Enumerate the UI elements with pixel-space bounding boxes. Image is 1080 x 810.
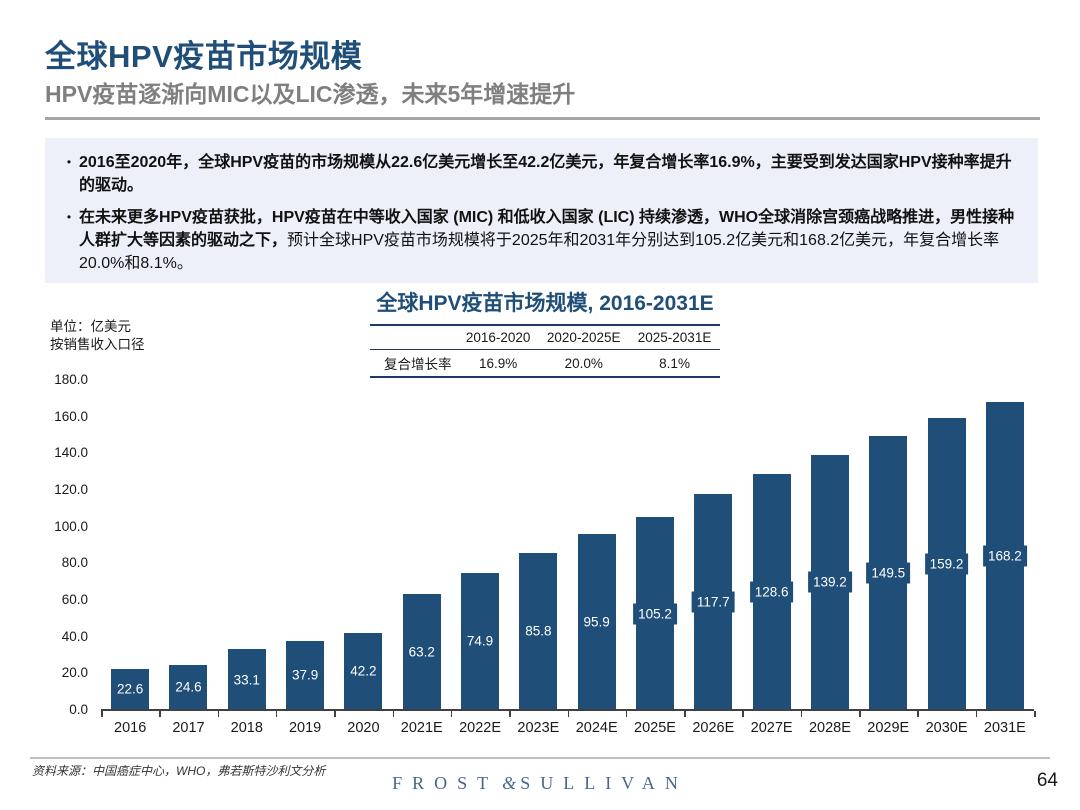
axis-tick (392, 711, 395, 717)
y-axis-label: 80.0 (61, 555, 88, 571)
axis-tick (509, 711, 511, 717)
x-axis-label: 2018 (230, 720, 263, 736)
page-title: 全球HPV疫苗市场规模 (45, 39, 363, 74)
x-axis-label: 2019 (288, 720, 322, 736)
cagr-value: 16.9% (479, 355, 518, 371)
bullet-text: 在未来更多HPV疫苗获批，HPV疫苗在中等收入国家 (MIC) 和低收入国家 (… (79, 206, 1022, 275)
axis-tick (217, 711, 220, 717)
y-axis-label: 20.0 (61, 665, 88, 681)
bar-value-label: 168.2 (982, 545, 1027, 567)
y-axis-label: 140.0 (54, 445, 88, 461)
bar-value-label: 105.2 (633, 603, 677, 625)
bar-value-label: 33.1 (228, 669, 265, 691)
bullet-text-bold: 在未来更多HPV疫苗获批，HPV疫苗在中等收入国家 (MIC) 和低收入国家 (… (79, 209, 1015, 249)
bullet-item: • 在未来更多HPV疫苗获批，HPV疫苗在中等收入国家 (MIC) 和低收入国家… (59, 206, 1022, 275)
cagr-table-col-header: 2025-2031E (637, 330, 712, 345)
axis-tick (567, 711, 569, 717)
footer-divider (30, 757, 1050, 759)
cagr-row-label: 复合增长率 (384, 357, 452, 372)
x-axis-label: 2025E (634, 720, 676, 736)
bullet-text-bold: 2016至2020年，全球HPV疫苗的市场规模从22.6亿美元增长至42.2亿美… (79, 154, 1012, 194)
x-axis-line (101, 709, 1034, 711)
bullet-text: 2016至2020年，全球HPV疫苗的市场规模从22.6亿美元增长至42.2亿美… (79, 151, 1022, 197)
slide-header: 全球HPV疫苗市场规模 HPV疫苗逐渐向MIC以及LIC渗透，未来5年增速提升 (45, 38, 1040, 120)
header-divider (45, 117, 1040, 120)
bar-value-label: 139.2 (808, 571, 852, 593)
axis-tick (625, 711, 628, 717)
frost-sullivan-logo: FROST & SULLIVAN (0, 773, 1080, 794)
bar-value-label: 37.9 (286, 664, 324, 686)
axis-tick (859, 711, 861, 717)
bar-value-label: 159.2 (924, 553, 969, 575)
x-axis-label: 2028E (808, 720, 851, 736)
chart-title: 全球HPV疫苗市场规模, 2016-2031E (376, 292, 714, 315)
bar-value-label: 85.8 (520, 620, 557, 642)
source-note: 资料来源：中国癌症中心，WHO，弗若斯特沙利文分析 (32, 764, 326, 778)
axis-tick (450, 711, 453, 717)
axis-tick (975, 711, 978, 717)
x-axis-label: 2023E (517, 720, 560, 736)
axis-tick (684, 711, 686, 717)
chart-header: 全球HPV疫苗市场规模, 2016-2031E 2016-2020 2020-2… (370, 287, 720, 378)
cagr-table-row: 复合增长率 16.9% 20.0% 8.1% (370, 350, 720, 378)
bar-value-label: 63.2 (403, 641, 440, 663)
page-subtitle: HPV疫苗逐渐向MIC以及LIC渗透，未来5年增速提升 (45, 81, 576, 107)
bar-value-label: 149.5 (866, 562, 911, 584)
x-axis-label: 2017 (172, 720, 205, 736)
cagr-table-col-header: 2020-2025E (546, 330, 621, 345)
y-axis-label: 180.0 (54, 372, 88, 387)
x-axis-label: 2026E (692, 720, 735, 736)
bar-value-label: 117.7 (691, 591, 735, 613)
bar-value-label: 128.6 (749, 581, 794, 603)
x-axis-label: 2021E (400, 720, 443, 736)
axis-tick (275, 711, 278, 717)
x-axis-label: 2024E (575, 720, 618, 736)
bullet-text-regular: 预计全球HPV疫苗市场规模将于2025年和2031年分别达到105.2亿美元和1… (79, 232, 1000, 272)
cagr-table: 2016-2020 2020-2025E 2025-2031E 复合增长率 16… (370, 324, 720, 378)
y-axis-label: 160.0 (54, 408, 88, 424)
x-axis-label: 2020 (347, 720, 380, 736)
unit-line: 单位：亿美元 (50, 319, 131, 334)
y-axis-label: 60.0 (61, 592, 88, 607)
axis-tick (159, 711, 161, 717)
x-axis-label: 2016 (114, 720, 147, 736)
cagr-table-header-row: 2016-2020 2020-2025E 2025-2031E (370, 325, 720, 350)
bar-value-label: 24.6 (170, 676, 207, 698)
y-axis-label: 120.0 (54, 482, 88, 497)
x-axis-label: 2030E (925, 720, 968, 736)
bar-value-label: 42.2 (345, 660, 382, 682)
axis-tick (917, 711, 919, 717)
summary-callout-box: • 2016至2020年，全球HPV疫苗的市场规模从22.6亿美元增长至42.2… (45, 138, 1038, 283)
axis-tick (800, 711, 803, 717)
axis-tick (1034, 711, 1036, 717)
chart-unit-note: 单位：亿美元 按销售收入口径 (50, 318, 145, 354)
bar-value-label: 22.6 (112, 678, 149, 700)
y-axis-label: 40.0 (61, 628, 88, 644)
bullet-item: • 2016至2020年，全球HPV疫苗的市场规模从22.6亿美元增长至42.2… (59, 151, 1022, 197)
logo-ampersand: & (502, 773, 517, 793)
x-axis-label: 2029E (867, 720, 910, 736)
y-axis-label: 100.0 (54, 518, 88, 534)
axis-tick (334, 711, 336, 717)
logo-text: SULLIVAN (520, 773, 688, 793)
logo-text: FROST (392, 773, 499, 793)
cagr-value: 8.1% (659, 355, 690, 371)
page-number: 64 (1036, 770, 1058, 791)
unit-line: 按销售收入口径 (50, 337, 145, 352)
x-axis-label: 2031E (983, 720, 1026, 736)
bullet-marker: • (66, 210, 72, 224)
bar-value-label: 74.9 (461, 630, 499, 652)
bar-value-label: 95.9 (578, 611, 615, 633)
cagr-table-col-header: 2016-2020 (465, 330, 531, 345)
y-axis-label: 0.0 (69, 702, 88, 717)
axis-tick (101, 711, 103, 717)
cagr-value: 20.0% (564, 355, 603, 371)
axis-tick (742, 711, 744, 717)
x-axis-label: 2022E (459, 720, 501, 736)
x-axis-label: 2027E (750, 720, 793, 736)
bullet-marker: • (66, 155, 72, 169)
